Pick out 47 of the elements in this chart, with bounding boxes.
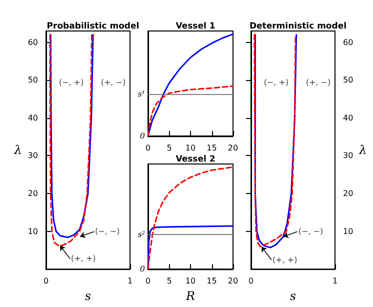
- x-tick-label: 10: [185, 276, 196, 286]
- y-axis-title: λ: [13, 143, 22, 158]
- y-tick-label: 20: [28, 189, 38, 198]
- y-tick-label: 60: [343, 38, 354, 47]
- x-tick-label: 20: [228, 276, 238, 286]
- x-tick-label: 0: [145, 276, 151, 286]
- ref-line-label: 0: [140, 264, 145, 274]
- y-tick-label: 30: [343, 151, 354, 160]
- x-tick-label: 15: [206, 276, 217, 286]
- x-tick-label: 0: [248, 276, 254, 286]
- ref-line-label: 0: [140, 132, 145, 140]
- x-tick-label: 0: [145, 144, 151, 152]
- chart-title: Vessel 2: [176, 154, 216, 164]
- y-tick-label: 60: [28, 38, 38, 47]
- annotation: (−, −): [298, 227, 324, 236]
- y-tick-label: 10: [343, 226, 354, 236]
- chart-title: Deterministic model: [249, 22, 347, 32]
- annotation: (+, +): [71, 254, 96, 264]
- y-tick-label: 30: [28, 151, 38, 160]
- chart-title: Probabilistic model: [46, 22, 140, 32]
- x-tick-label: 5: [166, 276, 172, 286]
- chart-title: Vessel 1: [176, 22, 216, 32]
- x-tick-label: 15: [206, 144, 217, 152]
- x-tick-label: 10: [185, 144, 196, 152]
- annotation: (+, +): [272, 255, 298, 264]
- annotation: (−, +): [264, 78, 289, 87]
- y-tick-label: 40: [28, 113, 38, 122]
- y-tick-label: 10: [28, 226, 38, 236]
- x-axis-title: R: [184, 289, 196, 303]
- x-tick-label: 1: [127, 276, 133, 286]
- x-tick-label: 20: [228, 144, 238, 152]
- y-tick-label: 50: [28, 76, 38, 85]
- ref-line-label: s¹: [138, 90, 145, 99]
- ref-line-label: s²: [138, 230, 145, 239]
- y-tick-label: 20: [343, 189, 354, 198]
- x-tick-label: 5: [166, 144, 172, 152]
- annotation: (+, −): [306, 78, 331, 87]
- annotation: (−, +): [58, 78, 84, 87]
- y-tick-label: 50: [343, 76, 354, 85]
- x-tick-label: 0: [43, 276, 49, 286]
- x-axis-title: s: [84, 289, 92, 303]
- annotation: (+, −): [100, 78, 126, 87]
- y-tick-label: 40: [343, 113, 354, 122]
- y-axis-title: λ: [358, 143, 367, 158]
- annotation: (−, −): [95, 227, 120, 236]
- x-tick-label: 1: [332, 276, 338, 286]
- x-axis-title: s: [290, 289, 296, 303]
